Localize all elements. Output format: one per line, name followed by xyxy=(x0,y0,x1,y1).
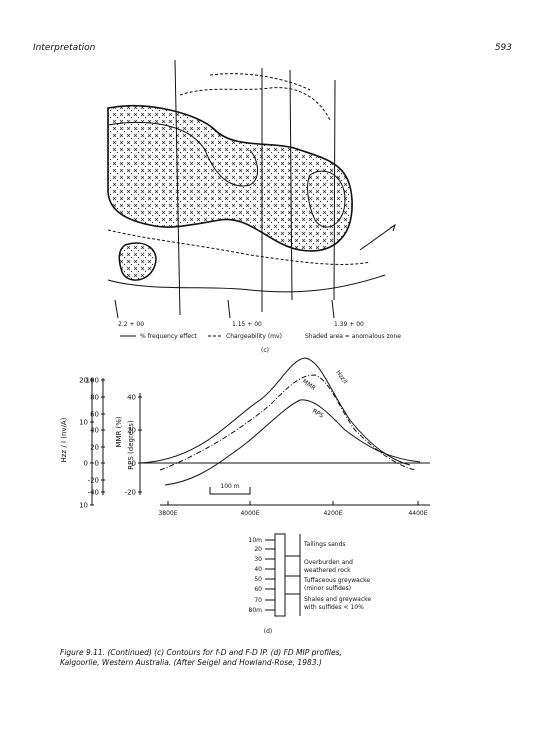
page-number: 593 xyxy=(495,43,512,53)
depth-label: 20 xyxy=(254,546,262,553)
depth-label: 30 xyxy=(254,556,262,563)
depth-label: 70 xyxy=(254,597,262,604)
running-head: Interpretation xyxy=(33,43,96,53)
y-tick-label: 40 xyxy=(90,427,99,435)
y-tick-label: 20 xyxy=(127,427,136,435)
legend-item: Shaded area = anomalous zone xyxy=(305,333,401,340)
unit-label: weathered rock xyxy=(304,567,351,574)
y-tick-label: -40 xyxy=(88,489,99,497)
unit-label: Shales and greywacke xyxy=(304,596,371,603)
y-tick-label: 20 xyxy=(90,444,99,452)
line-label: 1.15 + 00 xyxy=(232,321,262,328)
axis-title: RPS (degrees) xyxy=(127,420,135,470)
unit-label: Tuffaceous greywacke xyxy=(303,577,370,584)
line-label: 1.39 + 00 xyxy=(334,321,364,328)
y-tick-label: 60 xyxy=(90,411,99,419)
legend-item: Chargeability (mv) xyxy=(226,333,282,340)
panel-label: (d) xyxy=(264,628,273,635)
unit-label: Tailings sands xyxy=(303,541,346,548)
y-tick-label: 0 xyxy=(84,460,88,468)
panel-label: (c) xyxy=(261,347,269,354)
y-tick-label: 100 xyxy=(86,377,99,385)
depth-label: 60 xyxy=(254,586,262,593)
y-tick-label: 40 xyxy=(127,394,136,402)
y-tick-label: 0 xyxy=(132,460,136,468)
scale-bar-label: 100 m xyxy=(220,483,239,490)
depth-label: 40 xyxy=(254,566,262,573)
contour-map xyxy=(107,59,396,319)
curve-label: MMR xyxy=(301,378,317,392)
drill-log xyxy=(274,533,301,617)
y-tick-label: 10 xyxy=(79,419,88,427)
unit-label: (minor sulfides) xyxy=(304,585,351,592)
curve-label: RPS xyxy=(311,408,325,420)
y-tick-label: 0 xyxy=(95,460,99,468)
x-tick-label: 4400E xyxy=(408,510,427,517)
x-tick-label: 4200E xyxy=(323,510,342,517)
y-tick-label: -20 xyxy=(125,489,136,497)
curve-label: Hzz/I xyxy=(334,369,348,385)
depth-label: 80m xyxy=(249,607,263,614)
unit-label: with sulfides < 10% xyxy=(304,604,364,611)
y-tick-label: 10 xyxy=(79,502,88,510)
legend-item: % frequency effect xyxy=(140,333,197,340)
depth-label: 50 xyxy=(254,576,262,583)
profile-chart xyxy=(91,357,430,506)
line-label: 2.2 + 00 xyxy=(118,321,144,328)
y-tick-label: -20 xyxy=(88,477,99,485)
unit-label: Overburden and xyxy=(304,559,353,566)
caption-line: Kalgoorlie, Western Australia. (After Se… xyxy=(60,658,322,667)
caption-line: Figure 9.11. (Continued) (c) Contours fo… xyxy=(60,648,342,657)
y-tick-label: 20 xyxy=(79,377,88,385)
x-tick-label: 4000E xyxy=(240,510,259,517)
axis-title: MMR (%) xyxy=(115,416,123,448)
x-tick-label: 3800E xyxy=(158,510,177,517)
y-tick-label: 80 xyxy=(90,394,99,402)
depth-label: 10m xyxy=(249,537,263,544)
axis-title: Hzz / I (nv/A) xyxy=(60,417,68,462)
